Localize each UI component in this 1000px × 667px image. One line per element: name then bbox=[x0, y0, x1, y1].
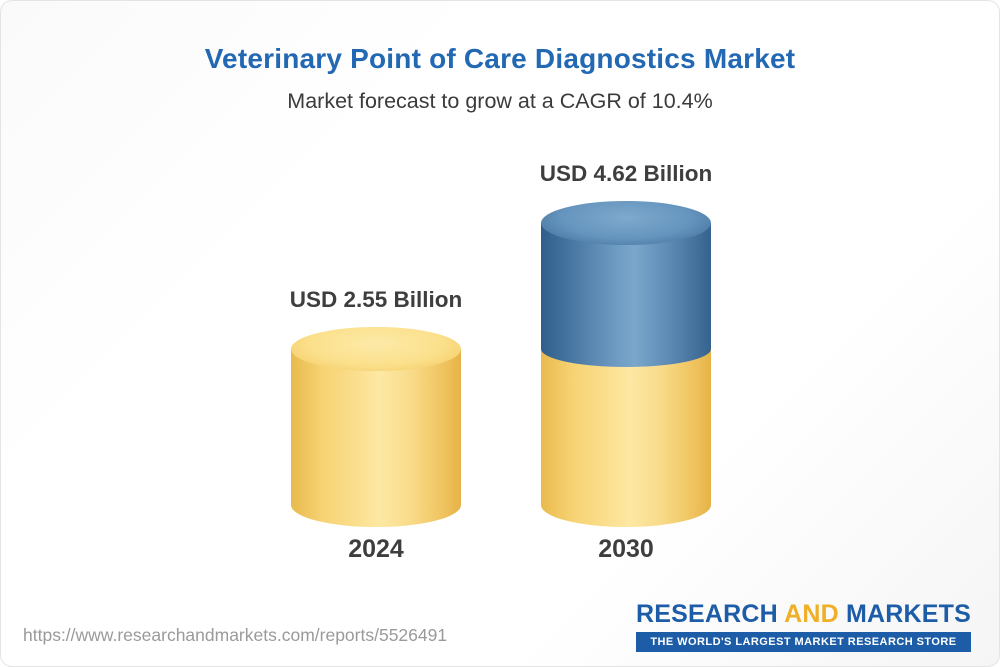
category-label-2030: 2030 bbox=[598, 535, 654, 563]
value-label-2024-text: USD 2.55 Billion bbox=[289, 287, 463, 313]
category-label-2024: 2024 bbox=[348, 535, 404, 563]
value-label-2024: USD 2.55 Billion bbox=[289, 287, 463, 313]
cylinder-2030 bbox=[541, 201, 711, 527]
page-title: Veterinary Point of Care Diagnostics Mar… bbox=[204, 43, 796, 74]
logo-word-markets: MARKETS bbox=[845, 600, 971, 628]
bar-2030-growth-segment bbox=[541, 223, 711, 368]
cylinder-2024-top-ellipse bbox=[291, 327, 461, 372]
research-and-markets-logo: RESEARCH AND MARKETS THE WORLD'S LARGEST… bbox=[635, 600, 971, 652]
logo-tagline: THE WORLD'S LARGEST MARKET RESEARCH STOR… bbox=[635, 632, 971, 652]
logo-word-and: AND bbox=[784, 600, 839, 628]
cylinder-2024 bbox=[291, 327, 461, 527]
report-url: https://www.researchandmarkets.com/repor… bbox=[23, 625, 448, 645]
page-subtitle: Market forecast to grow at a CAGR of 10.… bbox=[287, 89, 713, 113]
value-label-2030-text: USD 4.62 Billion bbox=[539, 161, 713, 186]
bar-2030: USD 4.62 Billion 2030 bbox=[539, 161, 713, 564]
value-label-2030: USD 4.62 Billion bbox=[539, 161, 713, 187]
logo-wordmark: RESEARCH AND MARKETS bbox=[636, 600, 971, 629]
bar-2024-segment bbox=[291, 349, 461, 527]
bar-2024: USD 2.55 Billion 2024 bbox=[289, 287, 463, 564]
logo-word-research: RESEARCH bbox=[635, 600, 778, 628]
cylinder-2030-top-ellipse bbox=[541, 201, 711, 245]
bar-2030-base-segment bbox=[541, 349, 711, 527]
